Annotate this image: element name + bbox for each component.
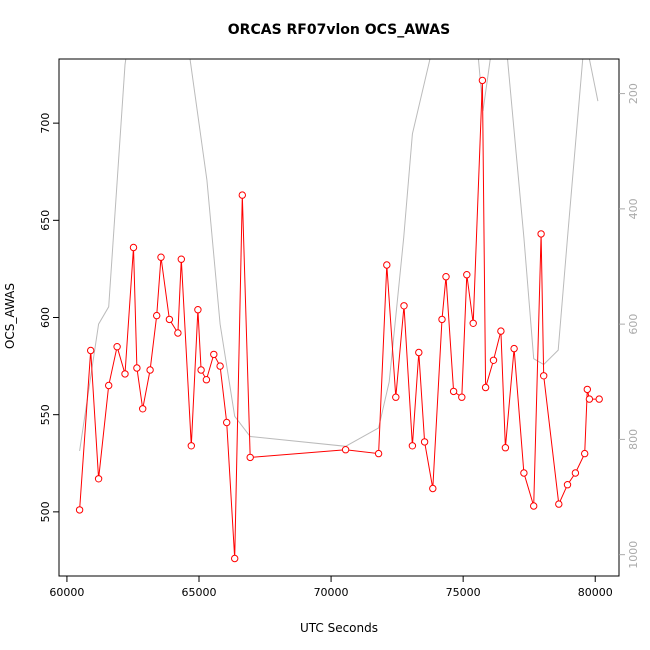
- data-point: [595, 395, 603, 403]
- data-point: [210, 350, 218, 359]
- data-point: [165, 315, 174, 324]
- data-point: [501, 444, 510, 452]
- x-tick-label: 60000: [49, 586, 84, 599]
- data-point: [392, 393, 400, 401]
- data-point: [537, 230, 545, 238]
- data-point: [585, 395, 594, 403]
- data-point: [530, 502, 538, 510]
- x-tick-label: 70000: [314, 586, 349, 599]
- data-point: [129, 243, 138, 252]
- data-point: [415, 348, 423, 357]
- data-point: [341, 446, 350, 454]
- data-point: [481, 383, 490, 392]
- y2-tick-label: 800: [627, 429, 640, 450]
- data-point: [153, 311, 161, 320]
- data-point: [520, 469, 528, 477]
- y-tick-label: 550: [39, 404, 52, 425]
- data-point: [571, 469, 580, 477]
- plot-area: 60000 65000 70000 75000 80000 500 550 600 650 700…: [39, 58, 640, 599]
- data-point: [408, 442, 417, 450]
- data-point: [75, 506, 84, 514]
- data-point: [489, 356, 498, 364]
- data-point: [581, 449, 589, 458]
- data-point: [449, 387, 458, 396]
- y-axis-label: OCS_AWAS: [3, 283, 17, 349]
- data-point: [177, 255, 186, 263]
- y-tick-label: 700: [39, 113, 52, 134]
- data-point: [223, 418, 231, 427]
- data-point: [442, 273, 450, 281]
- y-tick-label: 650: [39, 210, 52, 231]
- secondary-series-line: [79, 59, 599, 451]
- data-point: [87, 346, 95, 355]
- data-point: [113, 343, 121, 351]
- chart-title: ORCAS RF07vlon OCS_AWAS: [228, 22, 450, 38]
- data-point: [540, 372, 548, 380]
- data-point: [238, 191, 247, 199]
- data-point: [94, 475, 103, 483]
- x-tick-label: 80000: [578, 586, 613, 599]
- data-point: [478, 76, 487, 85]
- data-point: [469, 319, 477, 327]
- data-point: [463, 271, 471, 279]
- data-point: [458, 393, 466, 401]
- data-point: [383, 261, 391, 269]
- y2-tick-label: 400: [627, 198, 640, 219]
- data-point: [157, 253, 165, 261]
- data-point: [197, 366, 205, 374]
- y2-tick-label: 1000: [627, 541, 640, 569]
- data-point: [146, 366, 154, 374]
- data-point: [187, 442, 196, 450]
- data-point: [429, 484, 437, 493]
- data-point: [583, 385, 591, 394]
- data-point: [555, 500, 563, 508]
- data-point: [174, 329, 182, 337]
- data-point: [216, 362, 224, 370]
- data-point: [400, 302, 408, 310]
- data-point: [133, 364, 141, 372]
- data-point: [420, 438, 429, 446]
- x-tick-label: 65000: [182, 586, 217, 599]
- x-axis-label: UTC Seconds: [300, 621, 378, 635]
- x-tick-label: 75000: [446, 586, 481, 599]
- data-point: [202, 376, 211, 384]
- data-point: [510, 344, 518, 353]
- data-point: [139, 405, 147, 413]
- data-point: [246, 453, 254, 462]
- y-tick-label: 600: [39, 307, 52, 328]
- data-point: [438, 315, 446, 324]
- y-tick-label: 500: [39, 501, 52, 522]
- data-point: [563, 481, 572, 489]
- data-point: [497, 327, 505, 335]
- data-point: [374, 449, 383, 458]
- y2-tick-label: 200: [627, 83, 640, 104]
- data-point: [105, 381, 113, 390]
- data-point: [121, 370, 129, 378]
- y2-tick-label: 600: [627, 314, 640, 335]
- data-point: [194, 306, 202, 314]
- data-point: [231, 554, 239, 563]
